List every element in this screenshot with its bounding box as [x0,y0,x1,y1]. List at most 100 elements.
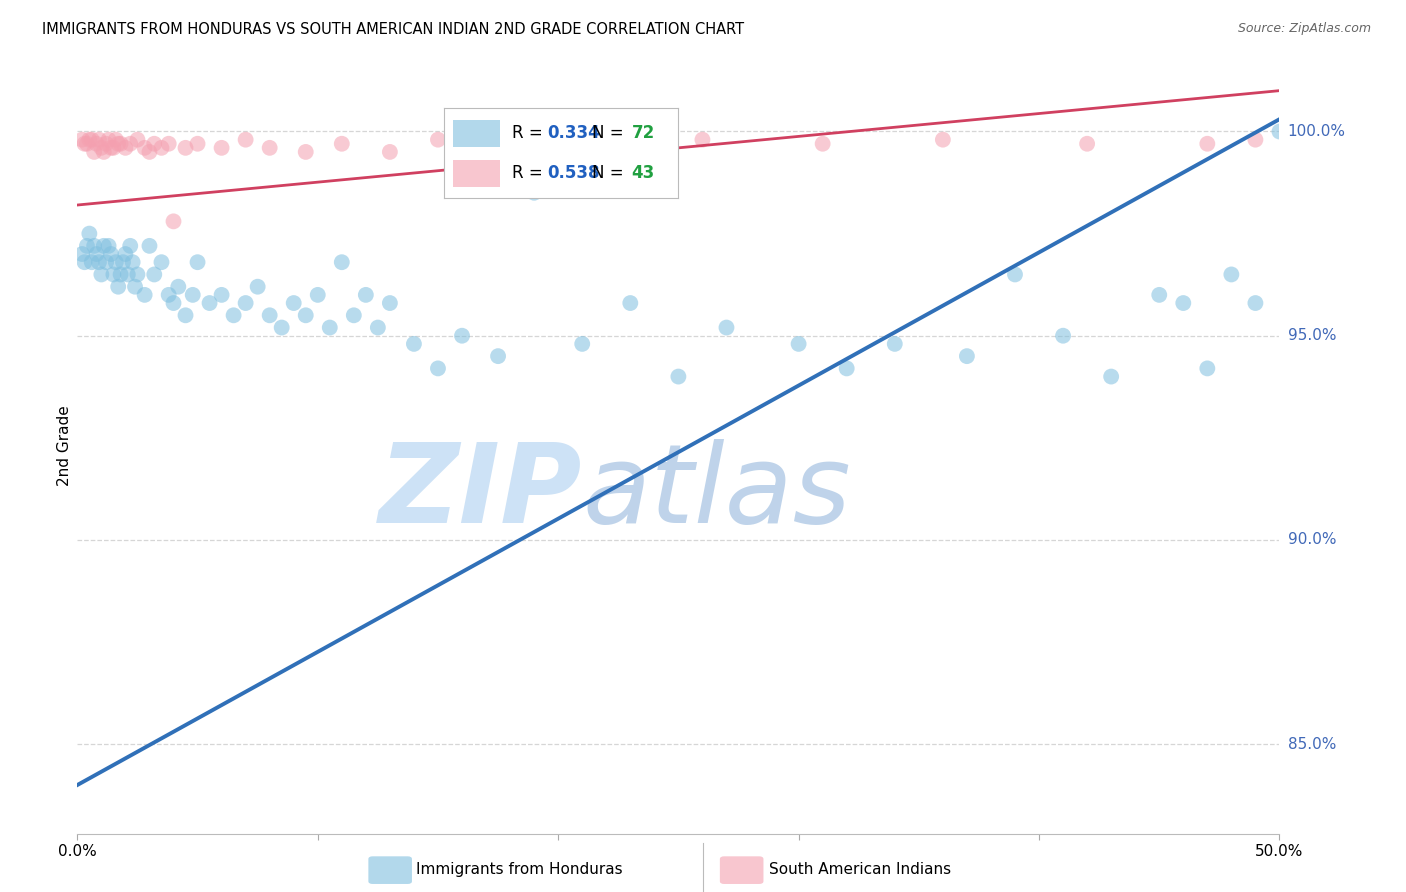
Point [619,296,641,310]
Point [162,296,184,310]
Point [1004,268,1026,282]
Point [127,133,149,147]
Point [307,288,329,302]
Point [117,268,139,282]
Point [143,268,166,282]
Point [198,296,221,310]
Point [86,136,108,151]
Point [330,136,353,151]
Point [110,136,132,151]
Point [1244,133,1267,147]
Point [427,361,450,376]
Point [127,268,149,282]
Point [100,141,122,155]
Point [499,141,522,155]
Text: 90.0%: 90.0% [1288,533,1336,548]
Point [668,369,690,384]
Text: Immigrants from Honduras: Immigrants from Honduras [416,863,623,877]
Point [150,255,173,269]
Text: 100.0%: 100.0% [1288,124,1346,139]
Point [343,308,366,322]
Point [83,145,105,159]
Point [956,349,979,363]
Point [124,279,146,293]
Point [121,255,143,269]
Point [211,141,233,155]
Point [186,255,209,269]
Point [134,141,156,155]
Point [80,255,103,269]
Point [107,279,129,293]
Point [97,239,120,253]
Point [70,247,93,261]
Point [143,136,166,151]
Point [835,361,858,376]
Point [186,136,209,151]
Point [367,320,389,334]
Text: 95.0%: 95.0% [1288,328,1336,343]
Point [259,308,281,322]
Point [283,296,305,310]
Point [96,255,118,269]
Point [259,141,281,155]
Point [330,255,353,269]
Point [76,136,98,151]
Point [111,255,134,269]
Point [73,255,96,269]
Point [90,268,112,282]
Y-axis label: 2nd Grade: 2nd Grade [56,406,72,486]
Point [692,133,714,147]
Text: ZIP: ZIP [378,439,582,546]
Point [222,308,245,322]
Point [595,136,617,151]
Point [87,133,110,147]
Point [162,214,184,228]
Point [76,239,98,253]
Point [1197,361,1219,376]
Point [134,288,156,302]
Point [167,279,190,293]
Point [932,133,955,147]
Point [571,337,593,351]
Point [294,145,316,159]
Text: atlas: atlas [582,439,851,546]
Point [150,141,173,155]
Point [157,288,180,302]
Point [787,337,810,351]
Point [1076,136,1098,151]
Point [70,133,93,147]
Point [1244,296,1267,310]
Point [1099,369,1122,384]
Point [107,136,129,151]
Point [90,141,112,155]
Point [211,288,233,302]
Point [73,136,96,151]
Point [79,227,101,241]
Point [1173,296,1195,310]
Point [114,247,136,261]
Point [103,268,125,282]
Point [104,255,127,269]
Text: 85.0%: 85.0% [1288,737,1336,752]
Point [157,136,180,151]
Point [138,145,160,159]
Point [120,239,142,253]
Point [378,145,401,159]
Point [83,239,105,253]
Point [1052,328,1074,343]
Point [114,141,136,155]
Point [378,296,401,310]
Point [716,320,738,334]
Point [811,136,834,151]
Point [103,141,125,155]
Point [1197,136,1219,151]
Point [235,296,257,310]
Point [427,133,450,147]
Point [270,320,292,334]
Point [96,136,118,151]
Point [120,136,142,151]
Point [246,279,269,293]
Point [174,141,197,155]
Point [523,186,546,200]
Point [104,133,127,147]
